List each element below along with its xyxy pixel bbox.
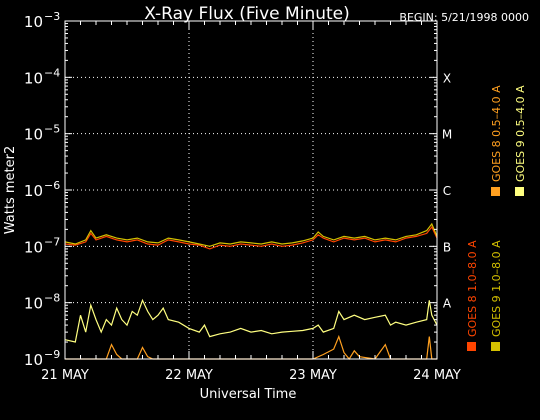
flare-class-labels: X M C B A — [442, 71, 452, 310]
legend-swatch — [515, 187, 524, 196]
legend-swatch — [491, 187, 500, 196]
y-tick-exponent: −4 — [44, 66, 60, 79]
y-tick-exponent: −8 — [44, 292, 60, 305]
y-tick-label: 10 — [24, 126, 43, 144]
series-line — [64, 222, 438, 247]
x-tick-label: 24 MAY — [413, 368, 461, 383]
y-tick-exponent: −5 — [44, 123, 60, 136]
x-tick-label: 22 MAY — [165, 368, 213, 383]
flare-class-label: A — [443, 297, 452, 311]
y-tick-exponent: −3 — [44, 10, 60, 23]
x-tick-labels: 21 MAY 22 MAY 23 MAY 24 MAY — [41, 368, 461, 383]
series-line — [64, 225, 438, 250]
flare-class-label: B — [443, 240, 451, 254]
plot-frame — [64, 20, 438, 360]
chart-title: X-Ray Flux (Five Minute) — [144, 4, 350, 24]
flare-class-label: X — [443, 71, 451, 85]
legend-label: GOES 9 0.5–4.0 A — [514, 85, 527, 182]
y-tick-exponent: −9 — [44, 348, 60, 361]
y-tick-label: 10 — [24, 351, 43, 369]
flare-class-label: M — [442, 128, 452, 142]
legend-label: GOES 9 1.0–8.0 A — [490, 240, 503, 337]
y-tick-label: 10 — [24, 13, 43, 31]
y-tick-label: 10 — [24, 69, 43, 87]
begin-label: BEGIN: 5/21/1998 0000 — [399, 11, 529, 24]
x-tick-label: 21 MAY — [41, 368, 89, 383]
legend-label: GOES 8 1.0–8.0 A — [466, 240, 479, 337]
y-axis-label: Watts meter2 — [3, 146, 18, 234]
y-tick-label: 10 — [24, 182, 43, 200]
x-axis-label: Universal Time — [200, 387, 297, 402]
y-tick-labels: 10−310−410−510−610−710−810−9 — [24, 10, 60, 369]
legend: GOES 8 1.0–8.0 A GOES 8 0.5–4.0 A GOES 9 1… — [466, 85, 527, 351]
y-tick-label: 10 — [24, 295, 43, 313]
grid-lines — [65, 21, 437, 359]
legend-label: GOES 8 0.5–4.0 A — [490, 85, 503, 182]
y-tick-exponent: −6 — [44, 179, 60, 192]
y-tick-label: 10 — [24, 238, 43, 256]
y-tick-exponent: −7 — [44, 235, 60, 248]
flare-class-label: C — [443, 184, 451, 198]
x-tick-label: 23 MAY — [289, 368, 337, 383]
series-line — [64, 298, 438, 343]
legend-swatch — [491, 342, 500, 351]
legend-swatch — [467, 342, 476, 351]
